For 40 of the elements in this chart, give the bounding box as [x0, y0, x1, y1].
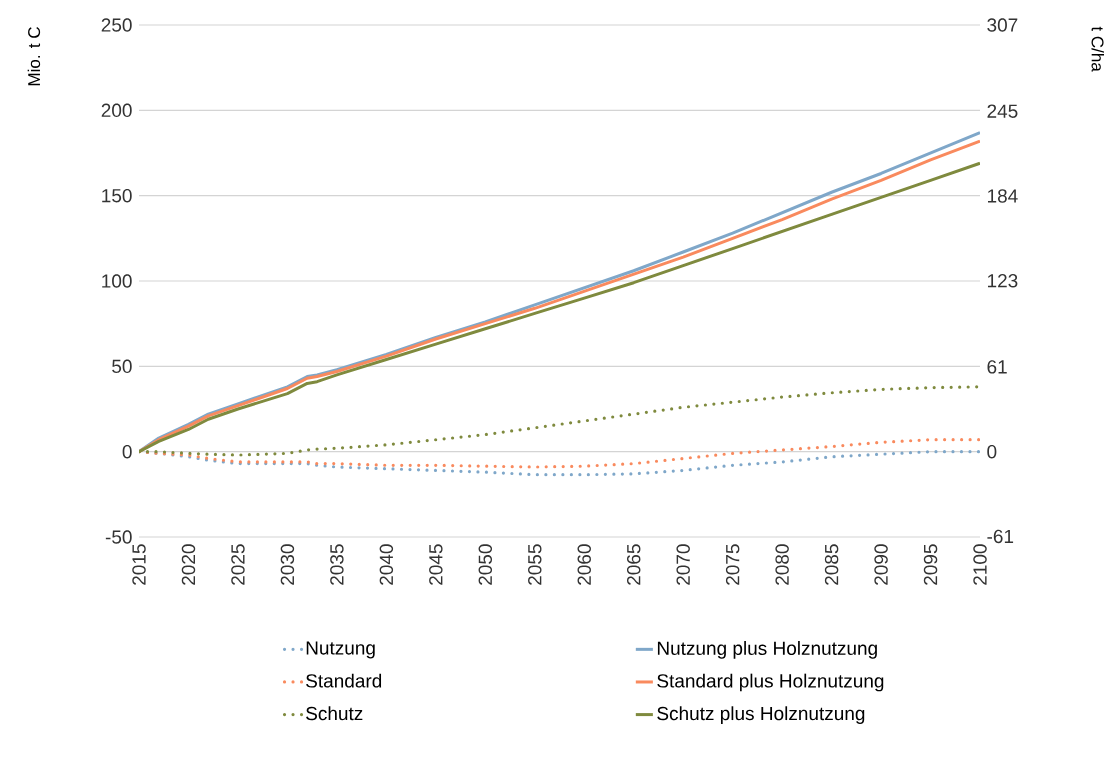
y-axis-title: Mio. t C	[27, 27, 41, 86]
y2-tick-label: 123	[988, 273, 1018, 288]
x-tick-label: 2100	[973, 544, 987, 585]
legend-label: Standard plus Holznutzung	[657, 673, 884, 692]
y2-tick-label: 61	[987, 360, 1007, 374]
x-tick-label: 2095	[923, 544, 938, 585]
legend-label: Schutz plus Holznutzung	[657, 706, 865, 724]
legend-label: Standard	[306, 673, 382, 688]
y2-tick-label: -61	[987, 529, 1014, 544]
x-tick-label: 2035	[330, 544, 344, 585]
x-tick-label: 2030	[280, 544, 295, 585]
x-tick-label: 2090	[874, 544, 888, 585]
x-tick-label: 2070	[676, 544, 690, 585]
y2-tick-label: 307	[987, 18, 1018, 32]
x-tick-label: 2050	[478, 544, 493, 585]
legend-label: Schutz	[306, 706, 363, 721]
legend-label: Nutzung plus Holznutzung	[657, 641, 877, 659]
y2-tick-label: 0	[987, 444, 997, 459]
y-tick-label: 50	[112, 359, 132, 374]
x-tick-label: 2040	[379, 544, 394, 585]
y2-tick-label: 245	[987, 104, 1018, 118]
y-tick-label: -50	[105, 530, 132, 544]
y-tick-label: 150	[102, 188, 132, 203]
x-tick-label: 2020	[181, 544, 196, 585]
y-tick-label: 200	[101, 103, 132, 118]
x-tick-label: 2075	[725, 544, 740, 585]
x-tick-label: 2045	[429, 544, 443, 585]
y-tick-label: 0	[122, 444, 132, 459]
x-tick-label: 2055	[528, 544, 542, 585]
x-tick-label: 2060	[577, 544, 591, 585]
x-tick-label: 2015	[132, 544, 146, 585]
x-tick-label: 2065	[626, 544, 641, 585]
legend-label: Nutzung	[306, 641, 375, 659]
y-tick-label: 100	[102, 274, 132, 288]
x-tick-label: 2080	[775, 544, 789, 585]
x-tick-label: 2025	[231, 544, 245, 585]
y2-axis-title: t C/ha	[1091, 26, 1104, 72]
x-tick-label: 2085	[824, 544, 839, 585]
y-tick-label: 250	[101, 18, 132, 32]
y2-tick-label: 184	[988, 189, 1018, 203]
